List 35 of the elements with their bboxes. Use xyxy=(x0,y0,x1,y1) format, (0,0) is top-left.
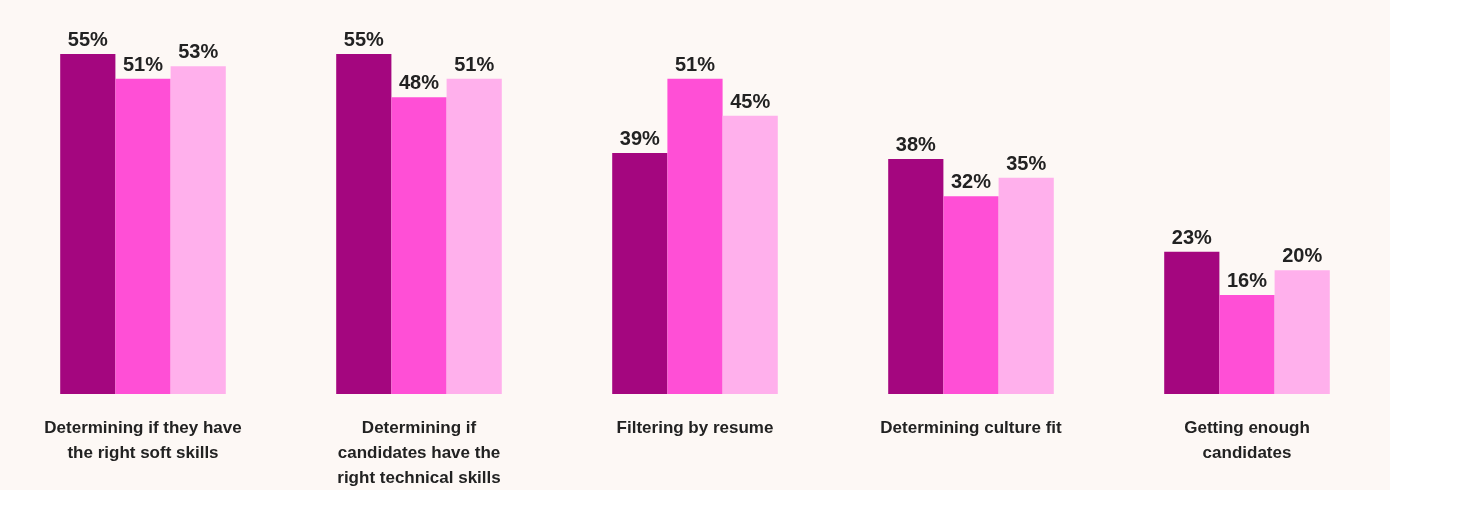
data-label: 51% xyxy=(454,52,495,75)
data-label: 51% xyxy=(122,52,164,75)
x-tick-label: Determining culture fit xyxy=(880,417,1063,437)
bar xyxy=(888,159,944,394)
data-label: 23% xyxy=(1171,225,1213,248)
bar xyxy=(446,78,502,394)
data-label: 16% xyxy=(1226,269,1268,292)
data-label: 53% xyxy=(178,40,219,63)
bar xyxy=(336,54,392,394)
x-tick-label: Determining if candidates have the right technical skills xyxy=(337,417,501,487)
bar xyxy=(722,115,778,394)
bar xyxy=(998,177,1054,394)
data-label: 45% xyxy=(730,89,771,112)
bar xyxy=(1164,251,1220,394)
data-label: 48% xyxy=(398,71,440,94)
bar xyxy=(60,54,116,394)
data-label: 55% xyxy=(343,28,385,50)
x-tick-label: Determining if they have the right soft skills xyxy=(44,417,242,462)
x-tick-label: Filtering by resume xyxy=(616,417,774,437)
bar xyxy=(170,66,226,394)
data-label: 35% xyxy=(1006,151,1047,174)
bar xyxy=(391,97,447,394)
bar xyxy=(1274,270,1330,394)
data-label: 39% xyxy=(619,126,661,149)
bar xyxy=(667,78,723,394)
bar xyxy=(115,78,171,394)
data-label: 38% xyxy=(895,133,937,156)
data-label: 51% xyxy=(674,52,716,75)
x-tick-label: Getting enough candidates xyxy=(1184,417,1310,462)
data-label: 20% xyxy=(1282,244,1323,267)
bar xyxy=(943,196,999,394)
bar xyxy=(612,152,668,394)
data-label: 55% xyxy=(67,28,109,50)
bar xyxy=(1219,295,1275,394)
data-label: 32% xyxy=(950,170,992,193)
